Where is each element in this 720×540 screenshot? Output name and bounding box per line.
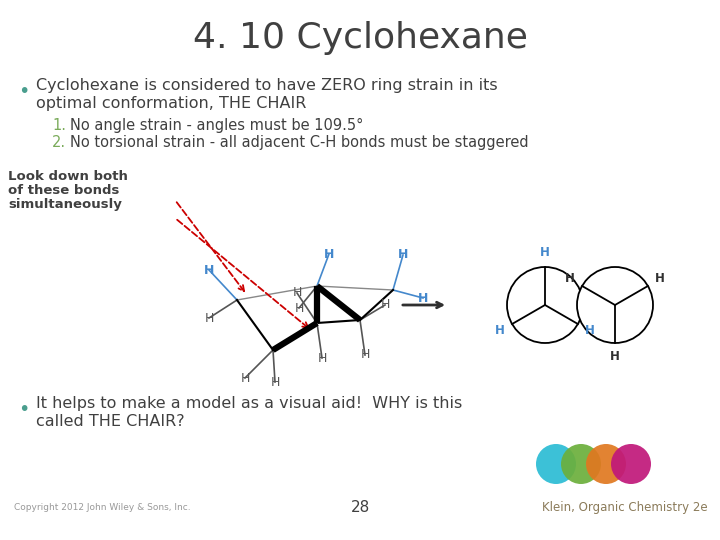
Text: optimal conformation, THE CHAIR: optimal conformation, THE CHAIR [36,96,307,111]
Text: •: • [18,82,30,101]
Text: No angle strain - angles must be 109.5°: No angle strain - angles must be 109.5° [70,118,364,133]
Text: H: H [360,348,369,361]
Text: 4. 10 Cyclohexane: 4. 10 Cyclohexane [192,21,528,55]
Text: Look down both: Look down both [8,170,128,183]
Text: H: H [240,372,250,384]
Text: H: H [318,352,327,365]
Text: 2.: 2. [52,135,66,150]
Text: H: H [204,264,214,276]
Circle shape [561,444,601,484]
Circle shape [586,444,626,484]
Text: H: H [495,325,505,338]
Text: H: H [610,350,620,363]
Text: Klein, Organic Chemistry 2e: Klein, Organic Chemistry 2e [542,501,708,514]
Text: H: H [294,301,304,314]
Text: of these bonds: of these bonds [8,184,120,197]
Text: 1.: 1. [52,118,66,133]
Text: H: H [540,246,550,260]
Circle shape [507,267,583,343]
Circle shape [611,444,651,484]
Text: Copyright 2012 John Wiley & Sons, Inc.: Copyright 2012 John Wiley & Sons, Inc. [14,503,191,511]
Text: H: H [398,248,408,261]
Text: No torsional strain - all adjacent C-H bonds must be staggered: No torsional strain - all adjacent C-H b… [70,135,528,150]
Text: called THE CHAIR?: called THE CHAIR? [36,414,184,429]
Text: Cyclohexane is considered to have ZERO ring strain in its: Cyclohexane is considered to have ZERO r… [36,78,498,93]
Text: H: H [655,273,665,286]
Text: H: H [270,375,279,388]
Text: •: • [18,400,30,419]
Text: H: H [204,312,214,325]
Text: It helps to make a model as a visual aid!  WHY is this: It helps to make a model as a visual aid… [36,396,462,411]
Text: H: H [585,325,595,338]
Text: simultaneously: simultaneously [8,198,122,211]
Text: H: H [418,292,428,305]
Text: H: H [565,273,575,286]
Text: 28: 28 [351,500,369,515]
Text: H: H [292,287,302,300]
Circle shape [536,444,576,484]
Text: H: H [324,247,334,260]
Circle shape [577,267,653,343]
Text: H: H [380,299,390,312]
